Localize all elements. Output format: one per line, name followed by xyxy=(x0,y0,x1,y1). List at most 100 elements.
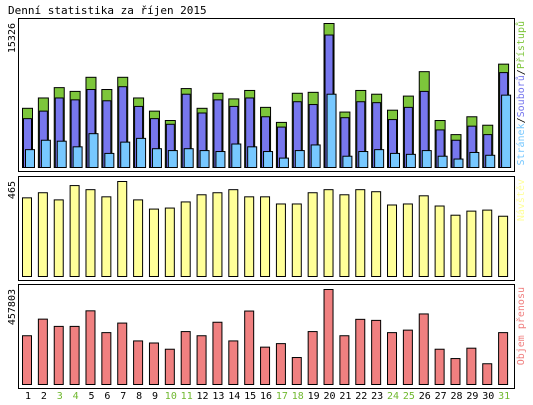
bar-Objem přenosu xyxy=(418,313,429,386)
x-tick-label: 20 xyxy=(324,391,336,402)
x-tick-label: 2 xyxy=(41,391,47,402)
legend-entry: Souborů xyxy=(515,75,527,117)
bar-Návštěv xyxy=(355,189,366,277)
bar-Objem přenosu xyxy=(323,289,334,385)
bar-Stránek xyxy=(421,150,432,169)
bar-Stránek xyxy=(326,93,337,168)
x-tick-label: 11 xyxy=(181,391,193,402)
x-tick-label: 15 xyxy=(244,391,256,402)
y-axis-max-label: 457803 xyxy=(7,289,18,325)
chart-title: Denní statistika za říjen 2015 xyxy=(8,4,207,17)
x-tick-label: 6 xyxy=(104,391,110,402)
bar-Stránek xyxy=(310,144,321,169)
bar-Stránek xyxy=(374,149,385,168)
x-tick-label: 10 xyxy=(165,391,177,402)
x-tick-label: 9 xyxy=(152,391,158,402)
legend-entry: Přístupů xyxy=(515,21,527,69)
bar-Objem přenosu xyxy=(402,329,413,385)
bar-Návštěv xyxy=(466,210,477,277)
x-tick-label: 29 xyxy=(466,391,478,402)
panel-middle: 465 Návštěv xyxy=(7,176,527,281)
x-tick-label: 27 xyxy=(435,391,447,402)
bar-Návštěv xyxy=(85,189,96,277)
x-tick-label: 19 xyxy=(308,391,320,402)
legend: Stránek/Souborů/Přístupů xyxy=(515,21,527,166)
bar-Stránek xyxy=(247,146,258,168)
bar-Návštěv xyxy=(133,199,144,277)
bar-Návštěv xyxy=(402,203,413,277)
bar-Objem přenosu xyxy=(450,358,461,385)
bar-Objem přenosu xyxy=(275,343,286,385)
x-tick-label: 28 xyxy=(450,391,462,402)
bar-Návštěv xyxy=(482,209,493,278)
bars-bottom xyxy=(22,289,509,386)
bar-Stránek xyxy=(453,158,464,168)
bar-Stránek xyxy=(104,152,115,168)
bar-Objem přenosu xyxy=(37,318,48,385)
bar-Objem přenosu xyxy=(466,347,477,385)
bar-Objem přenosu xyxy=(22,335,32,386)
bar-Objem přenosu xyxy=(498,332,509,386)
y-axis-max-label: 15326 xyxy=(7,23,18,53)
x-tick-label: 30 xyxy=(482,391,494,402)
bar-Návštěv xyxy=(291,203,302,277)
bars-top xyxy=(22,23,512,169)
legend: Návštěv xyxy=(515,179,527,221)
legend-separator: / xyxy=(516,69,527,75)
bar-Stránek xyxy=(215,151,226,169)
bar-Návštěv xyxy=(244,196,255,278)
bar-Návštěv xyxy=(339,194,350,277)
bar-Objem přenosu xyxy=(260,346,271,385)
x-tick-label: 14 xyxy=(228,391,240,402)
x-tick-label: 22 xyxy=(355,391,367,402)
x-tick-label: 24 xyxy=(387,391,399,402)
bar-Objem přenosu xyxy=(228,340,239,385)
bar-Stránek xyxy=(183,148,194,168)
bar-Návštěv xyxy=(498,215,509,278)
legend-entry: Návštěv xyxy=(515,179,527,221)
bar-Stránek xyxy=(72,146,83,168)
bar-Návštěv xyxy=(53,199,64,277)
bar-Stránek xyxy=(151,148,162,168)
bar-Stránek xyxy=(199,150,210,169)
bar-Stránek xyxy=(342,155,353,168)
legend-entry: Objem přenosu xyxy=(515,287,527,365)
bar-Objem přenosu xyxy=(244,310,255,386)
bar-Stránek xyxy=(167,150,178,169)
x-tick-label: 8 xyxy=(136,391,142,402)
bar-Objem přenosu xyxy=(148,342,159,386)
bar-Stránek xyxy=(278,157,289,168)
bar-Objem přenosu xyxy=(85,310,96,386)
bar-Návštěv xyxy=(434,205,445,277)
bar-Objem přenosu xyxy=(164,348,175,385)
bar-Návštěv xyxy=(164,207,175,277)
x-tick-label: 25 xyxy=(403,391,415,402)
bar-Objem přenosu xyxy=(101,332,112,386)
bar-Návštěv xyxy=(387,204,398,278)
bar-Objem přenosu xyxy=(53,325,64,385)
y-axis-max-label: 465 xyxy=(7,181,18,199)
x-tick-label: 21 xyxy=(339,391,351,402)
bar-Stránek xyxy=(231,143,242,168)
bar-Objem přenosu xyxy=(133,340,144,385)
legend: Objem přenosu xyxy=(515,287,527,365)
bar-Objem přenosu xyxy=(307,331,318,386)
bar-Návštěv xyxy=(260,196,271,278)
bar-Stránek xyxy=(120,141,131,169)
x-tick-label: 26 xyxy=(419,391,431,402)
x-tick-label: 1 xyxy=(25,391,31,402)
bar-Objem přenosu xyxy=(196,335,207,386)
bar-Stránek xyxy=(405,153,416,169)
bar-Stránek xyxy=(390,152,401,168)
bar-Stránek xyxy=(358,151,369,169)
bar-Objem přenosu xyxy=(355,318,366,386)
x-tick-label: 4 xyxy=(73,391,79,402)
bar-Návštěv xyxy=(180,201,191,278)
legend-entry: Stránek xyxy=(515,123,527,165)
bar-Návštěv xyxy=(148,208,159,277)
bars-middle xyxy=(22,181,509,278)
